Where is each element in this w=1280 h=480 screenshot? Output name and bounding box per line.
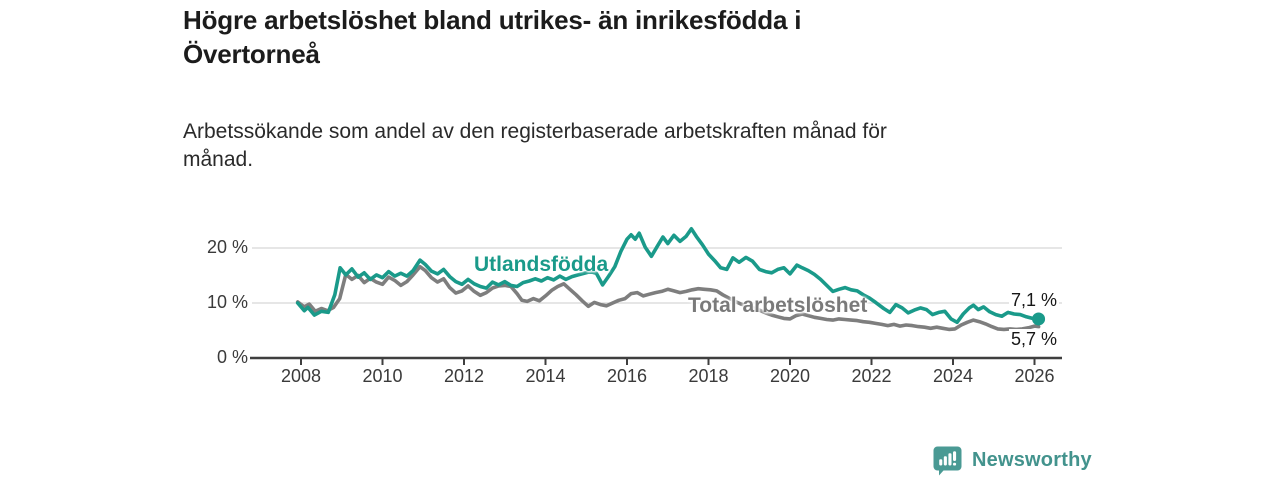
y-tick-label: 20 %: [206, 237, 248, 257]
x-tick-label: 2012: [443, 366, 485, 386]
chart-title-line2: Övertorneå: [183, 38, 320, 69]
series-line-utlandsfodda: [295, 227, 1041, 325]
x-tick-label: 2010: [362, 366, 403, 386]
x-axis-labels: 2008 2010 2012 2014 2016 2018 2020 2022 2024 2026: [0, 366, 1280, 390]
newsworthy-brand-text: Newsworthy: [972, 449, 1092, 471]
chart-title-line1: Högre arbetslöshet bland utrikes- än inr…: [183, 5, 802, 35]
series-label-utlandsfodda: Utlandsfödda: [474, 253, 609, 276]
x-tick-label: 2022: [851, 366, 892, 386]
x-tick-label: 2018: [688, 366, 729, 386]
series-label-total-arbetsloshet: Total arbetslöshet: [688, 294, 868, 317]
end-value-label-total: 5,7 %: [1009, 329, 1060, 350]
chart-title: Högre arbetslöshet bland utrikes- än inr…: [183, 4, 1003, 72]
x-tick-label: 2024: [932, 366, 974, 386]
x-tick-label: 2020: [769, 366, 811, 386]
x-tick-label: 2014: [525, 366, 566, 386]
x-tick-label: 2026: [1014, 366, 1055, 386]
x-tick-label: 2016: [606, 366, 648, 386]
chart-subtitle: Arbetssökande som andel av den registerb…: [183, 118, 1063, 175]
chart-subtitle-line2: månad.: [183, 148, 254, 172]
series-end-dot-utlandsfodda: [1032, 312, 1046, 326]
y-tick-label: 0 %: [216, 347, 248, 367]
newsworthy-logo-icon: [932, 445, 963, 476]
end-value-label-utlandsfodda: 7,1 %: [1009, 290, 1060, 311]
x-tick-label: 2008: [280, 366, 322, 386]
chart-subtitle-line1: Arbetssökande som andel av den registerb…: [183, 120, 887, 143]
newsworthy-brand: Newsworthy: [932, 445, 1092, 476]
series-line-total: [295, 264, 1041, 332]
y-tick-label: 10 %: [206, 292, 248, 312]
y-axis-labels: 0 % 10 % 20 %: [180, 0, 248, 480]
